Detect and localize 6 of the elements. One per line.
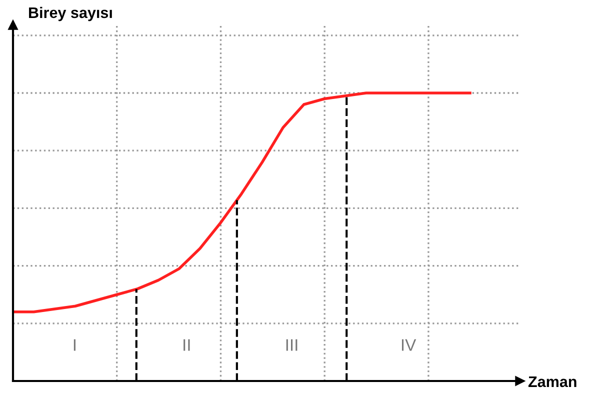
annotation: IV xyxy=(402,339,416,351)
x-axis-title: Zaman xyxy=(528,376,576,388)
annotation: I xyxy=(74,339,76,351)
annotation: II xyxy=(184,339,190,351)
y-axis-title: Birey sayısı xyxy=(29,6,112,22)
annotation: III xyxy=(286,339,298,351)
